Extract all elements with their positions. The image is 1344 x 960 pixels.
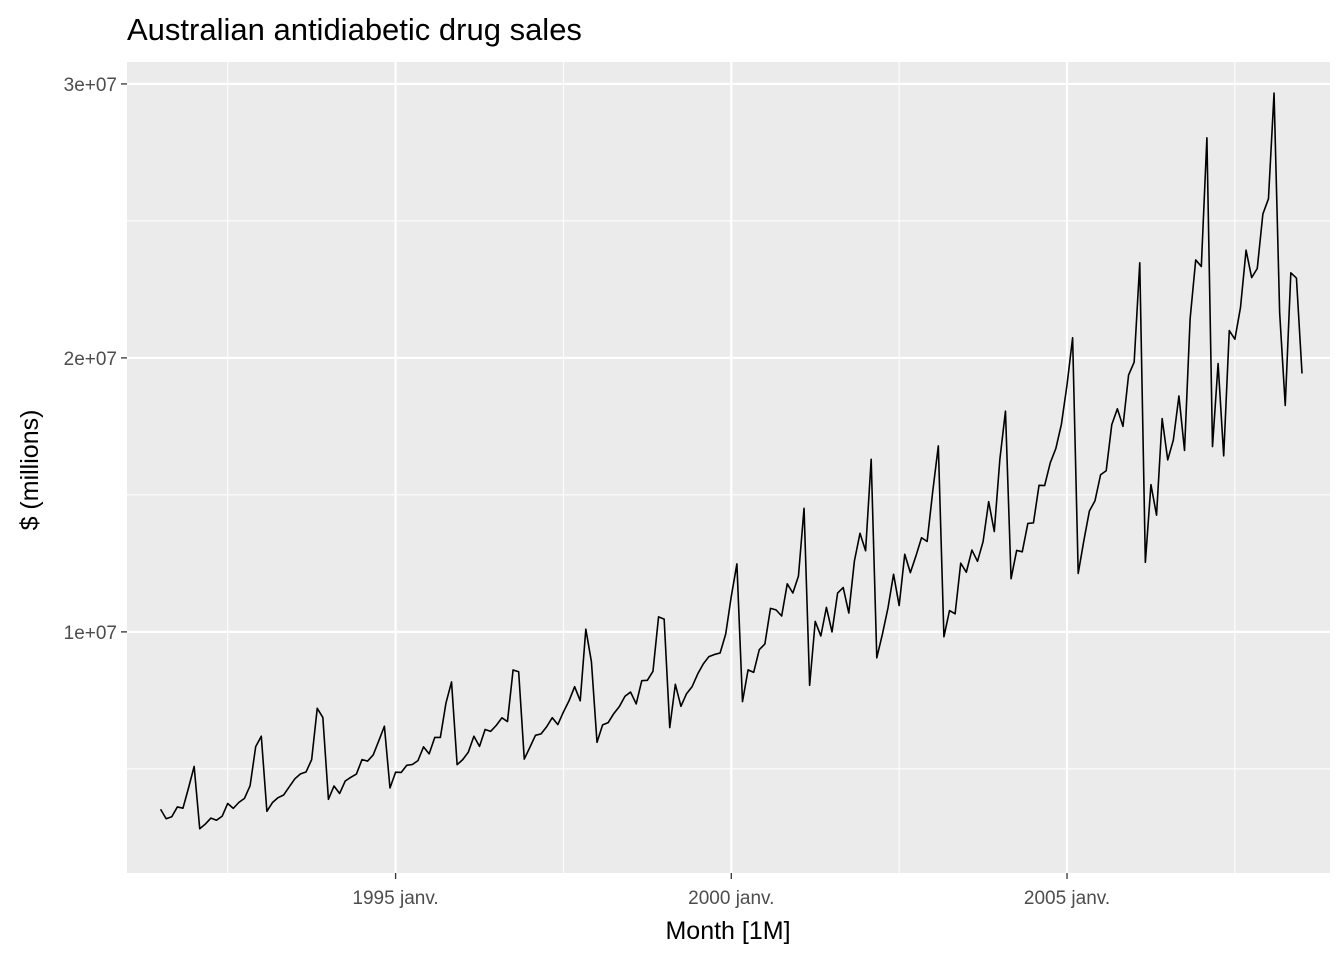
x-axis-title: Month [1M] bbox=[665, 917, 790, 945]
series-line bbox=[159, 92, 1303, 830]
y-tick-label: 2e+07 bbox=[64, 349, 117, 370]
plot-panel bbox=[127, 62, 1330, 873]
x-axis: 1995 janv. 2000 janv. 2005 janv. bbox=[352, 873, 1110, 909]
chart-title: Australian antidiabetic drug sales bbox=[127, 12, 582, 47]
x-tick-label: 2000 janv. bbox=[688, 888, 774, 909]
y-tick-label: 3e+07 bbox=[64, 75, 117, 96]
y-axis-title: $ (millions) bbox=[16, 410, 44, 531]
minor-gridlines bbox=[127, 62, 1330, 873]
y-axis: 1e+07 2e+07 3e+07 bbox=[64, 75, 127, 644]
y-tick-label: 1e+07 bbox=[64, 623, 117, 644]
major-gridlines bbox=[127, 62, 1330, 873]
x-tick-label: 2005 janv. bbox=[1024, 888, 1110, 909]
x-tick-label: 1995 janv. bbox=[352, 888, 438, 909]
